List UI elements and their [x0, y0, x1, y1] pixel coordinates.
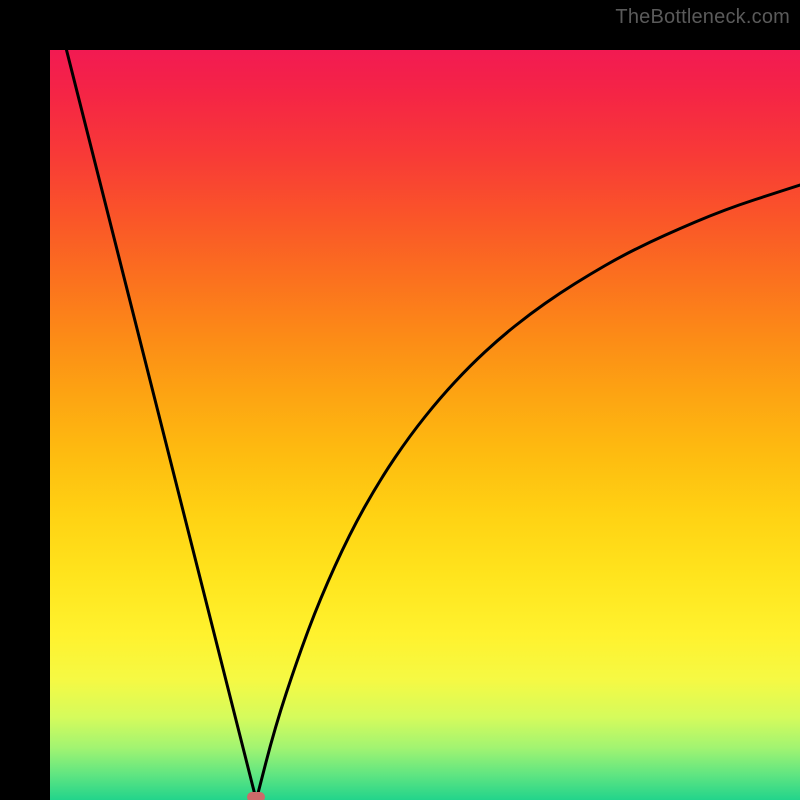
- watermark-text: TheBottleneck.com: [615, 6, 790, 29]
- bottleneck-curve: [50, 50, 800, 800]
- valley-marker: [247, 792, 265, 800]
- plot-area: [50, 50, 800, 800]
- chart-frame: [0, 0, 800, 800]
